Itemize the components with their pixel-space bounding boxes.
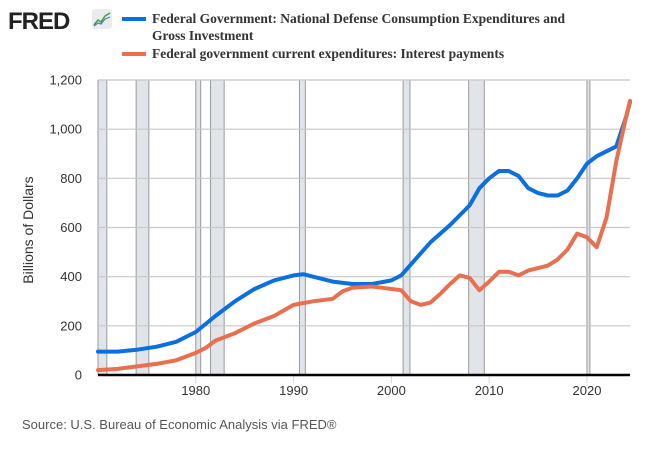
y-tick-label: 800 [60, 171, 82, 186]
series-line-defense[interactable] [96, 100, 632, 354]
y-tick-label: 1,000 [49, 122, 82, 137]
gridlines [98, 79, 630, 327]
y-tick-label: 0 [75, 368, 82, 383]
x-axis-ticks: 1980 1990 2000 2010 2020 [181, 375, 601, 398]
x-tick-label: 1980 [181, 383, 210, 398]
legend-swatch-defense [122, 17, 146, 21]
x-tick-label: 1990 [279, 383, 308, 398]
legend-swatch-interest [122, 52, 146, 56]
x-tick-label: 2010 [475, 383, 504, 398]
y-tick-label: 400 [60, 269, 82, 284]
y-tick-label: 200 [60, 318, 82, 333]
x-tick-label: 2020 [573, 383, 602, 398]
fred-logo: FRED [8, 8, 70, 35]
chart-line-icon [92, 9, 112, 29]
x-tick-label: 2000 [377, 383, 406, 398]
legend-item-interest[interactable]: Federal government current expenditures:… [122, 45, 592, 62]
legend-label-defense: Federal Government: National Defense Con… [152, 11, 566, 43]
series-lines [96, 98, 632, 373]
y-tick-label: 1,200 [49, 73, 82, 88]
legend-item-defense[interactable]: Federal Government: National Defense Con… [122, 10, 592, 44]
legend-label-interest: Federal government current expenditures:… [152, 46, 505, 61]
source-note: Source: U.S. Bureau of Economic Analysis… [22, 417, 337, 432]
y-tick-label: 600 [60, 220, 82, 235]
chart-legend: Federal Government: National Defense Con… [122, 10, 592, 62]
y-axis-ticks: 0 200 400 600 800 1,000 1,200 [49, 73, 82, 383]
series-line-interest[interactable] [96, 98, 632, 373]
